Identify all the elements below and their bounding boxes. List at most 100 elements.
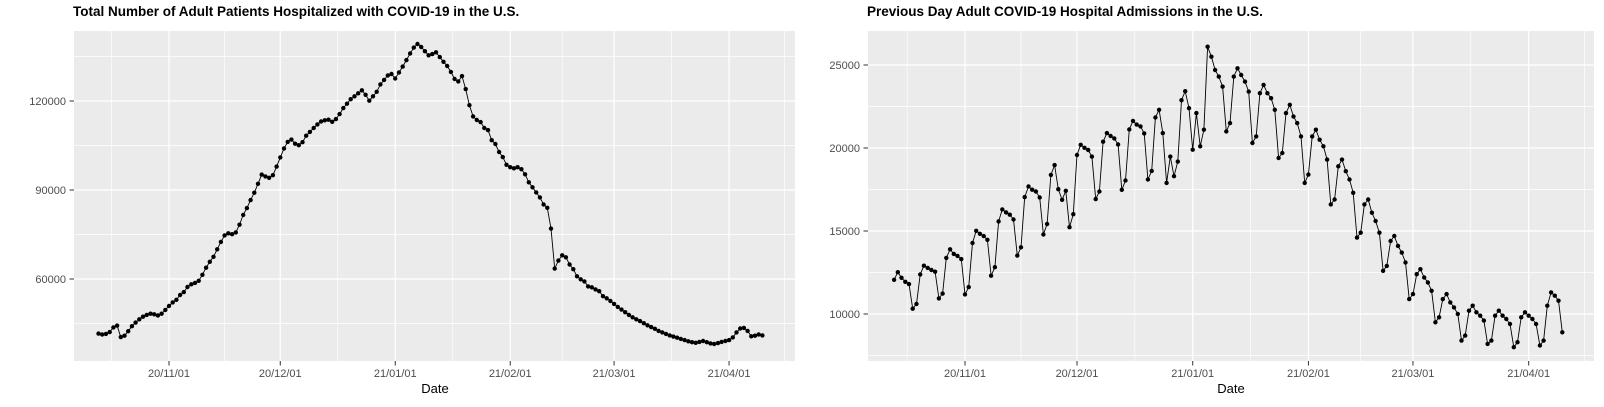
data-point	[389, 71, 394, 77]
data-point	[1410, 291, 1416, 297]
data-point	[1295, 120, 1300, 126]
data-point	[604, 296, 609, 301]
data-point	[1444, 291, 1449, 297]
data-point	[330, 119, 335, 125]
data-point	[1500, 313, 1505, 318]
data-point	[593, 287, 598, 292]
data-point	[1422, 275, 1427, 280]
data-point	[541, 202, 546, 207]
data-point	[515, 165, 520, 170]
data-point	[1373, 218, 1378, 224]
data-point	[211, 254, 216, 259]
data-point	[970, 240, 975, 246]
data-point	[700, 338, 706, 344]
data-point	[932, 269, 938, 274]
data-point	[682, 337, 687, 343]
data-point	[1515, 340, 1520, 345]
data-point	[1239, 72, 1244, 78]
data-point	[281, 146, 287, 151]
data-point	[274, 164, 279, 169]
data-point	[1414, 272, 1419, 277]
data-point	[1198, 144, 1203, 149]
data-point	[114, 323, 120, 328]
data-point	[1511, 345, 1517, 350]
data-point	[1362, 202, 1367, 207]
data-point	[181, 289, 186, 295]
data-point	[504, 162, 509, 167]
data-point	[1332, 197, 1337, 202]
data-point	[697, 339, 702, 345]
data-point	[493, 141, 498, 147]
data-point	[1478, 313, 1483, 318]
data-point	[437, 54, 442, 60]
data-point	[189, 282, 194, 287]
data-point	[977, 231, 983, 236]
data-point	[1283, 110, 1289, 116]
data-point	[1194, 110, 1199, 116]
data-point	[704, 340, 709, 345]
data-point	[107, 329, 112, 335]
data-point	[1011, 217, 1016, 222]
data-point	[393, 76, 398, 81]
data-point	[1306, 172, 1311, 177]
data-point	[1388, 238, 1393, 244]
x-tick-label: 21/04/01	[1507, 368, 1550, 380]
data-point	[548, 226, 554, 231]
data-point	[333, 116, 339, 122]
data-point	[122, 333, 127, 338]
data-point	[1519, 315, 1524, 320]
data-point	[1463, 333, 1468, 338]
data-point	[100, 332, 105, 337]
data-point	[1533, 321, 1539, 327]
x-tick-label: 21/03/01	[1392, 368, 1435, 380]
data-point	[745, 328, 750, 334]
data-point	[1082, 145, 1087, 150]
data-point	[600, 294, 606, 299]
data-point	[1216, 74, 1222, 79]
data-point	[597, 289, 602, 294]
data-point	[1328, 202, 1334, 207]
data-point	[270, 173, 276, 178]
data-point	[103, 331, 109, 337]
data-point	[1089, 154, 1095, 159]
data-point	[285, 139, 290, 145]
data-point	[1115, 142, 1121, 147]
data-point	[1347, 177, 1352, 182]
x-axis-title-right: Date	[1217, 381, 1245, 396]
data-point	[730, 335, 735, 340]
data-point	[252, 190, 257, 195]
panel-background	[868, 31, 1594, 361]
data-point	[1097, 189, 1102, 194]
data-point	[152, 312, 157, 317]
data-point	[467, 103, 472, 108]
data-point	[615, 304, 620, 310]
data-point	[674, 335, 680, 340]
data-point	[671, 334, 676, 339]
data-point	[608, 298, 613, 304]
data-point	[118, 334, 124, 340]
data-point	[1112, 136, 1117, 141]
data-point	[1354, 235, 1360, 240]
data-point	[289, 137, 294, 142]
data-point	[1522, 310, 1528, 315]
data-point	[1545, 303, 1550, 308]
x-tick-label: 21/02/01	[489, 368, 532, 380]
data-point	[1451, 305, 1457, 310]
data-point	[1257, 91, 1263, 96]
data-point	[1164, 180, 1169, 186]
data-point	[474, 117, 479, 123]
y-tick-label: 90000	[35, 185, 66, 197]
data-point	[326, 117, 331, 122]
data-point	[1433, 320, 1438, 325]
data-point	[315, 122, 320, 127]
data-point	[1537, 343, 1543, 348]
data-point	[921, 263, 927, 268]
data-point	[634, 317, 639, 322]
data-point	[1227, 120, 1233, 126]
data-point	[419, 44, 424, 50]
data-point	[1392, 233, 1397, 239]
data-point	[159, 311, 164, 316]
data-point	[1190, 147, 1195, 152]
data-point	[137, 317, 142, 322]
data-point	[988, 273, 994, 278]
